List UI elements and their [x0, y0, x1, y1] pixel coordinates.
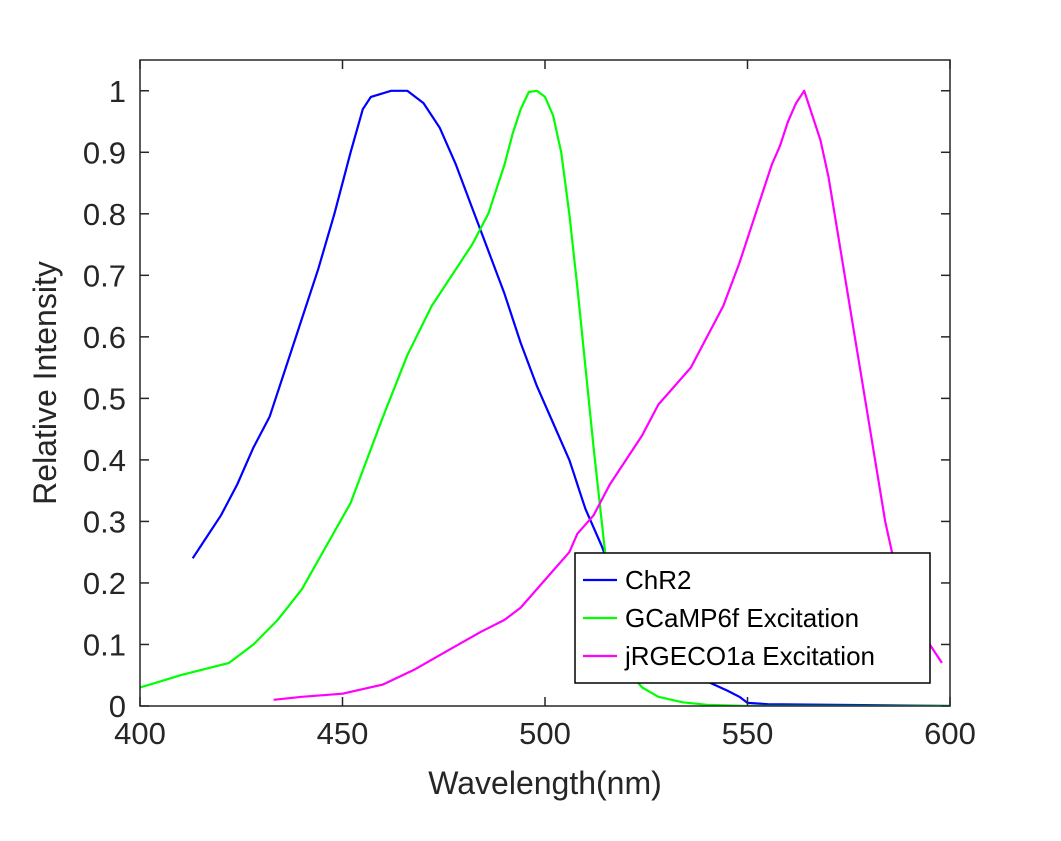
y-tick-label: 0.5	[83, 381, 126, 416]
y-tick-label: 0.9	[83, 135, 126, 170]
y-tick-label: 0.2	[83, 566, 126, 601]
legend-entry-label: GCaMP6f Excitation	[625, 603, 859, 633]
x-tick-label: 450	[317, 716, 369, 751]
x-tick-label: 600	[924, 716, 976, 751]
legend-box	[574, 552, 931, 684]
y-tick-label: 0.4	[83, 443, 126, 478]
series-line-2	[273, 89, 943, 701]
y-tick-label: 0.7	[83, 258, 126, 293]
tick-layer: 400 450 500 550 600 0 0.1 0.2 0.3 0.4 0.5 0.6 0.7 0.8…	[83, 60, 976, 751]
x-axis-label: Wavelength(nm)	[428, 765, 662, 801]
y-tick-label: 1	[109, 74, 126, 109]
legend-entry-label: ChR2	[625, 565, 691, 595]
y-tick-label: 0.1	[83, 627, 126, 662]
x-tick-label: 550	[722, 716, 774, 751]
y-axis-label: Relative Intensity	[27, 261, 63, 505]
legend-entry-label: jRGECO1a Excitation	[624, 641, 875, 671]
legend: ChR2 GCaMP6f Excitation jRGECO1a Excitatio…	[574, 552, 931, 684]
x-tick-label: 500	[519, 716, 571, 751]
y-tick-label: 0.3	[83, 504, 126, 539]
x-tick-label: 400	[114, 716, 166, 751]
y-tick-label: 0.8	[83, 197, 126, 232]
y-tick-label: 0	[109, 689, 126, 724]
y-tick-label: 0.6	[83, 320, 126, 355]
